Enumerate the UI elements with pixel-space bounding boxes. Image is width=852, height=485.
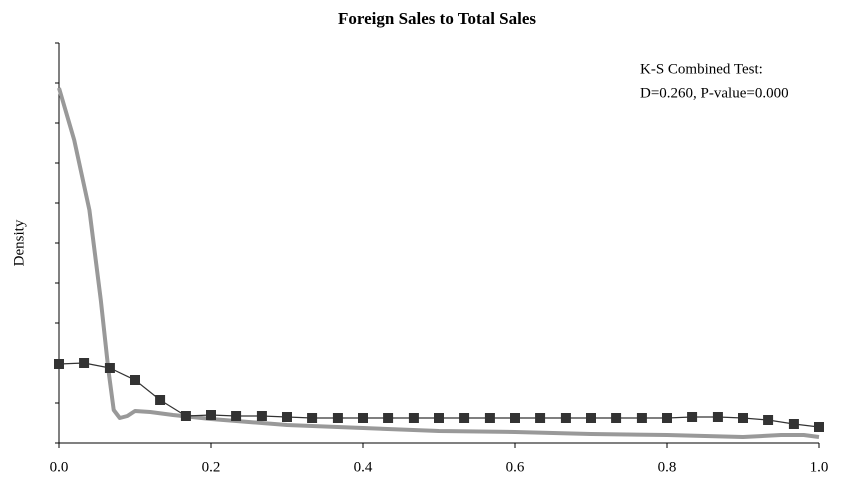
marker bbox=[459, 413, 470, 423]
marker bbox=[712, 412, 723, 422]
x-tick-label: 0.8 bbox=[658, 459, 677, 475]
marker bbox=[206, 410, 216, 420]
marker bbox=[130, 375, 140, 385]
marker bbox=[763, 415, 774, 425]
marker bbox=[788, 419, 799, 429]
marker bbox=[586, 413, 596, 423]
marker bbox=[434, 413, 444, 423]
marker bbox=[687, 412, 698, 422]
marker bbox=[282, 412, 292, 422]
marker bbox=[256, 411, 267, 421]
line bbox=[57, 87, 820, 439]
marker bbox=[79, 358, 90, 368]
x-tick-label: 0.6 bbox=[506, 459, 525, 475]
annotation: K-S Combined Test: bbox=[640, 61, 763, 77]
marker bbox=[383, 413, 394, 423]
marker bbox=[484, 413, 495, 423]
marker bbox=[332, 413, 343, 423]
marker bbox=[231, 411, 242, 421]
marker bbox=[560, 413, 571, 423]
marker bbox=[54, 359, 64, 369]
marker bbox=[358, 413, 368, 423]
marker bbox=[408, 413, 419, 423]
marker bbox=[510, 413, 520, 423]
marker bbox=[611, 413, 622, 423]
marker bbox=[104, 363, 115, 373]
x-tick-label: 1.0 bbox=[810, 459, 829, 475]
marker bbox=[662, 413, 672, 423]
x-tick-label: 0.0 bbox=[50, 459, 69, 475]
x-tick-label: 0.4 bbox=[354, 459, 373, 475]
marker bbox=[814, 422, 824, 432]
annotation: D=0.260, P-value=0.000 bbox=[640, 85, 789, 101]
marker bbox=[307, 413, 318, 423]
marker bbox=[738, 413, 748, 423]
marker bbox=[535, 413, 546, 423]
marker bbox=[155, 395, 166, 405]
y-axis-label: Density bbox=[11, 219, 27, 266]
x-tick-label: 0.2 bbox=[202, 459, 221, 475]
marker bbox=[636, 413, 647, 423]
marker bbox=[180, 411, 191, 421]
chart-title: Foreign Sales to Total Sales bbox=[338, 9, 536, 28]
